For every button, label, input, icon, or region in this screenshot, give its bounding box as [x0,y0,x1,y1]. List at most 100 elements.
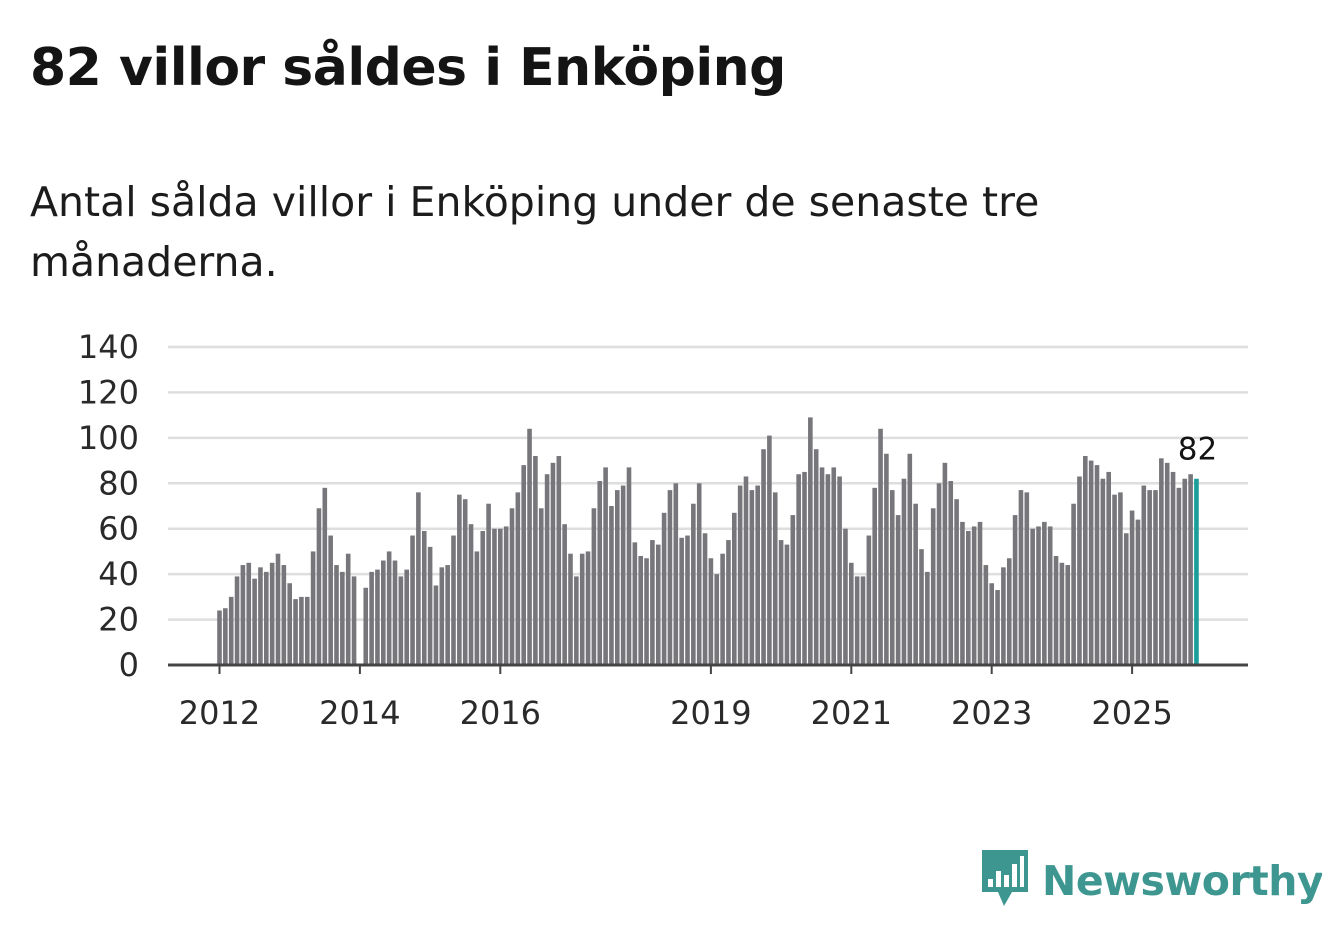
bar-latest [1194,478,1199,665]
bar [971,526,977,665]
bar [714,574,720,665]
bar [860,576,866,665]
bar [854,576,860,665]
bar [708,558,714,665]
bar [1071,503,1076,665]
bar [340,571,345,665]
bar [1059,562,1065,665]
bar [1112,494,1117,665]
bar [544,474,550,665]
bar [533,456,538,665]
bar [457,494,462,665]
bar [913,503,918,665]
bar [977,521,983,665]
bar [281,565,287,665]
bar [930,508,936,665]
bar [1018,490,1024,665]
bar [427,546,433,665]
y-tick-label: 140 [78,328,139,366]
bar [246,562,252,665]
bar [480,530,486,665]
x-tick-label: 2021 [811,694,892,732]
bar [1123,533,1129,665]
bar [696,483,702,665]
bar [691,503,696,665]
bar [895,515,901,665]
bar [1001,567,1006,665]
bar [258,567,263,665]
bar [702,533,708,665]
bar [421,530,427,665]
bar [515,492,521,665]
bar [316,508,322,665]
bar [538,508,544,665]
bar [831,467,837,665]
bar [661,512,667,665]
bar [966,530,971,665]
bar [925,571,930,665]
bar [334,565,339,665]
bar [1176,487,1182,665]
x-tick-label: 2012 [179,694,260,732]
bar [474,551,480,665]
bar [579,553,585,665]
bar [620,485,626,665]
bar [521,465,526,665]
bar [726,540,731,665]
bar [293,599,298,665]
bar [872,487,877,665]
bar [837,476,842,665]
bar [1147,490,1152,665]
annotation: 82 [1178,432,1217,468]
bar [954,499,959,665]
bar [503,526,509,665]
bar [328,535,333,665]
bar [1129,510,1135,665]
bar [1047,526,1053,665]
bar [1164,462,1170,665]
bar [597,481,603,665]
bar [591,508,597,665]
bar [445,565,450,665]
bar [1106,471,1111,665]
bar [492,528,497,665]
bar [632,542,638,665]
bar [369,571,374,665]
bar [884,453,889,665]
newsworthy-logo: Newsworthy [980,848,1322,914]
bar [468,524,474,665]
y-tick-label: 40 [98,555,139,593]
bar [1036,526,1041,665]
bar [919,549,924,665]
bar [907,453,913,665]
bar [960,521,965,665]
bar [252,578,257,665]
bar [574,576,579,665]
bar [1153,490,1158,665]
newsworthy-logo-text: Newsworthy [1042,857,1322,905]
bar [942,462,948,665]
bar [486,503,491,665]
bar [878,428,883,665]
bar [655,544,661,665]
bar [269,562,275,665]
bar [720,553,725,665]
bar [849,562,854,665]
y-tick-label: 120 [78,373,139,411]
bar [778,540,784,665]
bar [1065,565,1071,665]
bar [322,487,328,665]
bar [1012,515,1018,665]
x-tick-label: 2019 [670,694,751,732]
bar [234,576,240,665]
bar [749,490,755,665]
chart-subtitle: Antal sålda villor i Enköping under de s… [30,178,1040,286]
bar [404,569,409,665]
chart-title: 82 villor såldes i Enköping [30,38,786,98]
bar [550,462,556,665]
bar [650,540,655,665]
bar [351,576,357,665]
bar [796,474,801,665]
bar [901,478,907,665]
bar [667,490,673,665]
